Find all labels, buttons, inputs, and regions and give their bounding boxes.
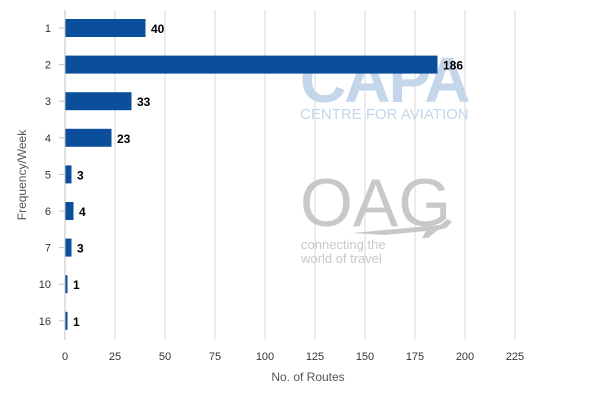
bar-3 xyxy=(65,92,132,111)
bar-5 xyxy=(65,165,72,184)
y-tick-label-6: 6 xyxy=(45,206,51,218)
data-label-1: 40 xyxy=(151,22,165,36)
y-tick-label-10: 10 xyxy=(39,279,51,291)
bar-2 xyxy=(65,55,438,74)
y-axis-title: Frequency/Week xyxy=(15,129,29,220)
y-tick-label-5: 5 xyxy=(45,169,51,181)
airplane-icon xyxy=(352,219,452,238)
x-tick-label-25: 25 xyxy=(109,351,121,363)
x-tick-label-150: 150 xyxy=(356,351,374,363)
x-tick-label-125: 125 xyxy=(306,351,324,363)
bars-group xyxy=(65,19,438,330)
data-label-4: 23 xyxy=(117,132,131,146)
bar-10 xyxy=(65,275,68,294)
y-tick-label-7: 7 xyxy=(45,243,51,255)
data-label-5: 3 xyxy=(77,168,84,182)
data-label-6: 4 xyxy=(79,205,86,219)
data-label-3: 33 xyxy=(137,95,151,109)
x-tick-label-50: 50 xyxy=(159,351,171,363)
data-label-7: 3 xyxy=(77,242,84,256)
bar-16 xyxy=(65,311,68,330)
oag-tagline-2: world of travel xyxy=(300,251,382,266)
y-tick-label-1: 1 xyxy=(45,23,51,35)
y-tick-label-4: 4 xyxy=(45,133,51,145)
x-tick-label-225: 225 xyxy=(506,351,524,363)
y-tick-label-16: 16 xyxy=(39,316,51,328)
x-tick-label-100: 100 xyxy=(256,351,274,363)
bar-7 xyxy=(65,238,72,257)
y-tick-labels: 1 2 3 4 5 6 7 10 16 xyxy=(39,23,65,328)
data-label-2: 186 xyxy=(443,59,463,73)
data-label-16: 1 xyxy=(73,315,80,329)
x-axis-title: No. of Routes xyxy=(271,370,344,384)
y-tick-label-2: 2 xyxy=(45,60,51,72)
y-tick-label-3: 3 xyxy=(45,96,51,108)
oag-tagline-1: connecting the xyxy=(301,237,386,252)
x-tick-label-200: 200 xyxy=(456,351,474,363)
data-labels: 40 186 33 23 3 4 3 1 1 xyxy=(73,22,463,329)
oag-watermark: OAG connecting the world of travel xyxy=(300,165,452,266)
data-label-10: 1 xyxy=(73,278,80,292)
x-tick-label-0: 0 xyxy=(62,351,68,363)
x-tick-label-175: 175 xyxy=(406,351,424,363)
x-tick-label-75: 75 xyxy=(209,351,221,363)
capa-subtitle-text: CENTRE FOR AVIATION xyxy=(300,106,469,123)
bar-6 xyxy=(65,202,74,220)
bar-1 xyxy=(65,19,146,37)
x-tick-labels: 0 25 50 75 100 125 150 175 200 225 xyxy=(62,351,524,363)
bar-4 xyxy=(65,128,112,147)
